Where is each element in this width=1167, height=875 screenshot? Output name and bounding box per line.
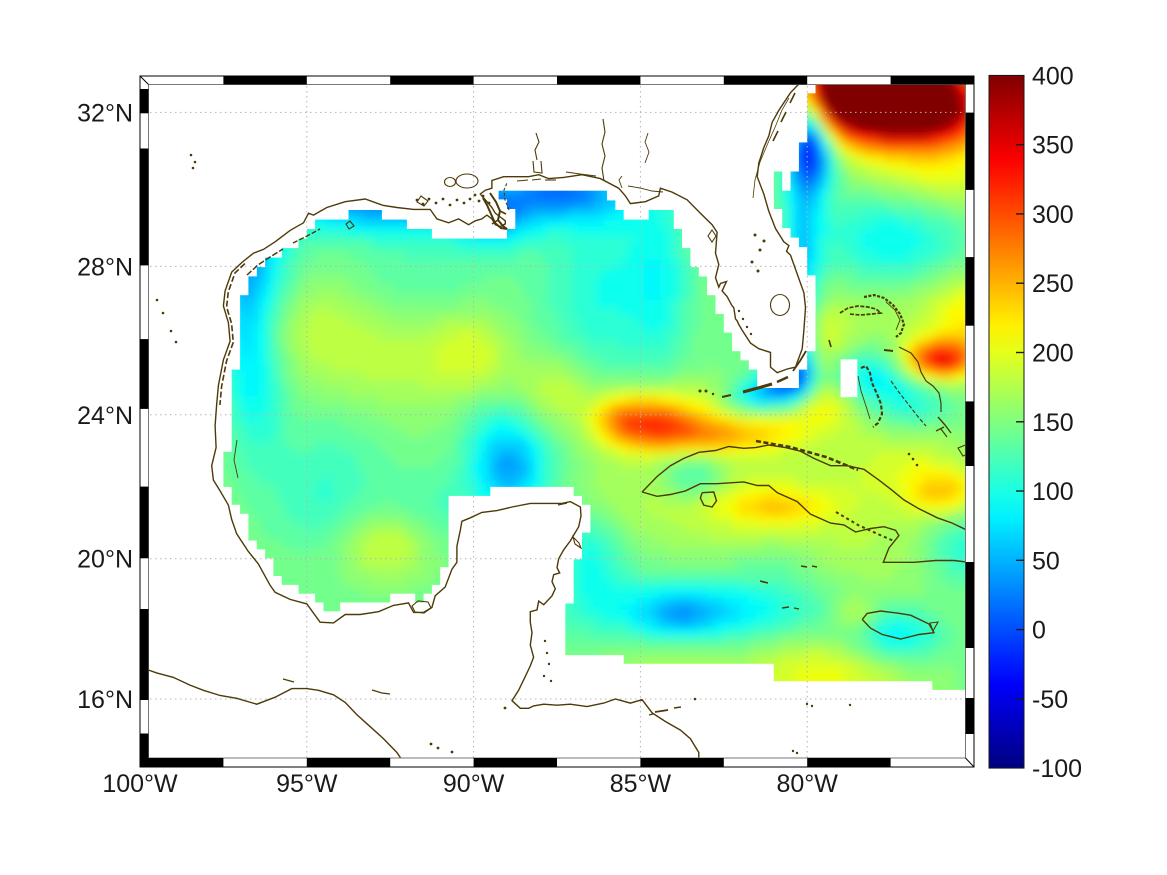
svg-text:400: 400 bbox=[1032, 62, 1074, 90]
svg-text:150: 150 bbox=[1032, 409, 1074, 437]
svg-text:200: 200 bbox=[1032, 340, 1074, 368]
svg-text:16°N: 16°N bbox=[77, 686, 133, 714]
svg-text:250: 250 bbox=[1032, 270, 1074, 298]
svg-text:20°N: 20°N bbox=[77, 546, 133, 574]
svg-text:50: 50 bbox=[1032, 547, 1060, 575]
svg-text:95°W: 95°W bbox=[276, 770, 338, 798]
svg-text:-50: -50 bbox=[1032, 686, 1068, 714]
svg-text:350: 350 bbox=[1032, 132, 1074, 160]
svg-text:85°W: 85°W bbox=[610, 770, 672, 798]
svg-text:300: 300 bbox=[1032, 201, 1074, 229]
svg-text:0: 0 bbox=[1032, 617, 1046, 645]
svg-text:100°W: 100°W bbox=[102, 770, 178, 798]
svg-text:80°W: 80°W bbox=[776, 770, 838, 798]
svg-text:28°N: 28°N bbox=[77, 253, 133, 281]
svg-text:32°N: 32°N bbox=[77, 99, 133, 127]
svg-text:100: 100 bbox=[1032, 478, 1074, 506]
svg-text:90°W: 90°W bbox=[443, 770, 505, 798]
svg-text:24°N: 24°N bbox=[77, 402, 133, 430]
svg-text:-100: -100 bbox=[1032, 755, 1082, 783]
